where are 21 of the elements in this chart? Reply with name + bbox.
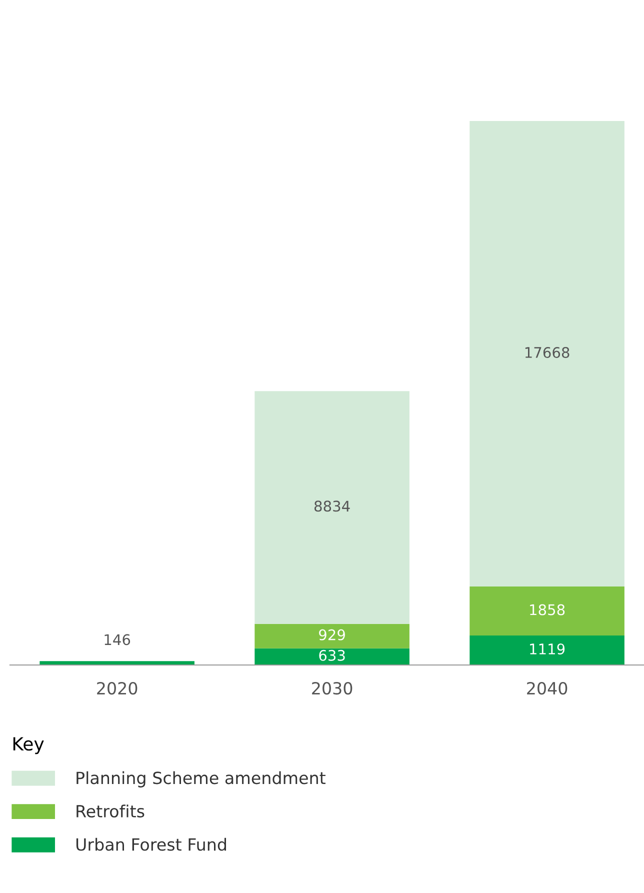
legend-title: Key <box>13 737 44 754</box>
bar <box>40 661 194 665</box>
data-label: 929 <box>319 629 345 640</box>
data-label: 1858 <box>530 604 565 616</box>
data-label: 146 <box>104 634 130 646</box>
legend-label: Retrofits <box>76 804 144 818</box>
bar <box>470 586 624 636</box>
bar <box>254 391 410 624</box>
data-label: 17668 <box>525 346 570 358</box>
data-label: 8834 <box>314 500 350 512</box>
bar <box>470 636 624 665</box>
x-tick-label: 2020 <box>97 682 138 695</box>
legend-label: Urban Forest Fund <box>76 838 226 851</box>
x-tick-label: 2030 <box>312 682 352 695</box>
x-tick-label: 2040 <box>527 682 568 695</box>
data-label: 1119 <box>530 643 565 654</box>
bar <box>470 121 624 587</box>
data-label: 633 <box>319 650 345 661</box>
bar <box>254 624 410 648</box>
bar <box>254 648 410 665</box>
legend-label: Planning Scheme amendment <box>76 771 326 788</box>
